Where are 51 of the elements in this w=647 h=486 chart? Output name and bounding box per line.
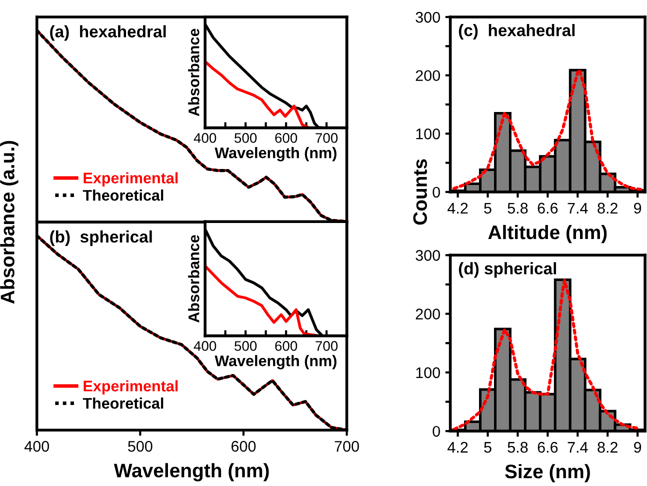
x-tick-label: 600 [275,133,298,143]
y-tick-label: 0 [432,426,440,437]
y-tick-label: 200 [416,308,440,320]
y-tick-label: 200 [416,70,440,82]
x-tick-label: 6.6 [538,202,558,214]
x-tick-label: 700 [316,133,338,143]
x-tick-label: 4.2 [448,202,468,214]
chart-title: (c) hexahedral [458,24,575,40]
x-tick-label: 7.4 [568,442,588,453]
x-tick-label: 5 [484,202,492,214]
y-axis-title: Absorbance [188,28,200,116]
x-axis-title: Wavelength (nm) [214,355,336,370]
y-axis-title: Counts [413,159,427,225]
x-tick-label: 5.8 [508,202,528,214]
x-tick-label: 5.8 [508,442,528,453]
y-tick-label: 300 [416,250,440,261]
y-tick-label: 100 [416,367,440,378]
x-axis-title: Wavelength (nm) [114,463,269,482]
legend-label: Experimental [84,380,178,394]
x-tick-label: 500 [234,133,257,143]
y-axis-title: Absorbance (a.u.) [0,140,18,304]
x-tick-label: 9 [634,442,642,453]
legend-label: Theoretical [82,190,164,201]
y-tick-label: 100 [416,128,440,140]
y-axis-title: Absorbance [188,235,200,322]
x-tick-label: 5 [484,442,492,453]
x-tick-label: 9 [634,202,642,214]
x-axis-title: Wavelength (nm) [214,147,336,162]
x-tick-label: 700 [334,440,359,452]
x-tick-label: 4.2 [448,442,468,453]
chart-title: (b) spherical [50,230,152,246]
legend-label: Experimental [84,172,178,186]
x-tick-label: 500 [234,341,257,351]
x-tick-label: 400 [24,440,50,452]
x-tick-label: 7.4 [568,202,588,214]
x-tick-label: 600 [275,341,298,351]
x-axis-title: Altitude (nm) [488,224,607,244]
x-tick-label: 8.2 [598,442,618,453]
chart-title: (a) hexahedral [50,25,166,41]
x-axis-title: Size (nm) [505,464,590,482]
x-tick-label: 8.2 [598,202,618,214]
x-tick-label: 600 [232,440,256,452]
y-tick-label: 300 [416,12,440,23]
x-tick-label: 500 [128,440,152,452]
y-tick-label: 0 [432,186,440,198]
x-tick-label: 400 [194,341,216,351]
x-tick-label: 400 [194,133,216,143]
x-tick-label: 6.6 [538,442,558,453]
chart-title: (d) spherical [458,262,556,278]
x-tick-label: 700 [316,341,338,351]
legend-label: Theoretical [82,398,164,409]
